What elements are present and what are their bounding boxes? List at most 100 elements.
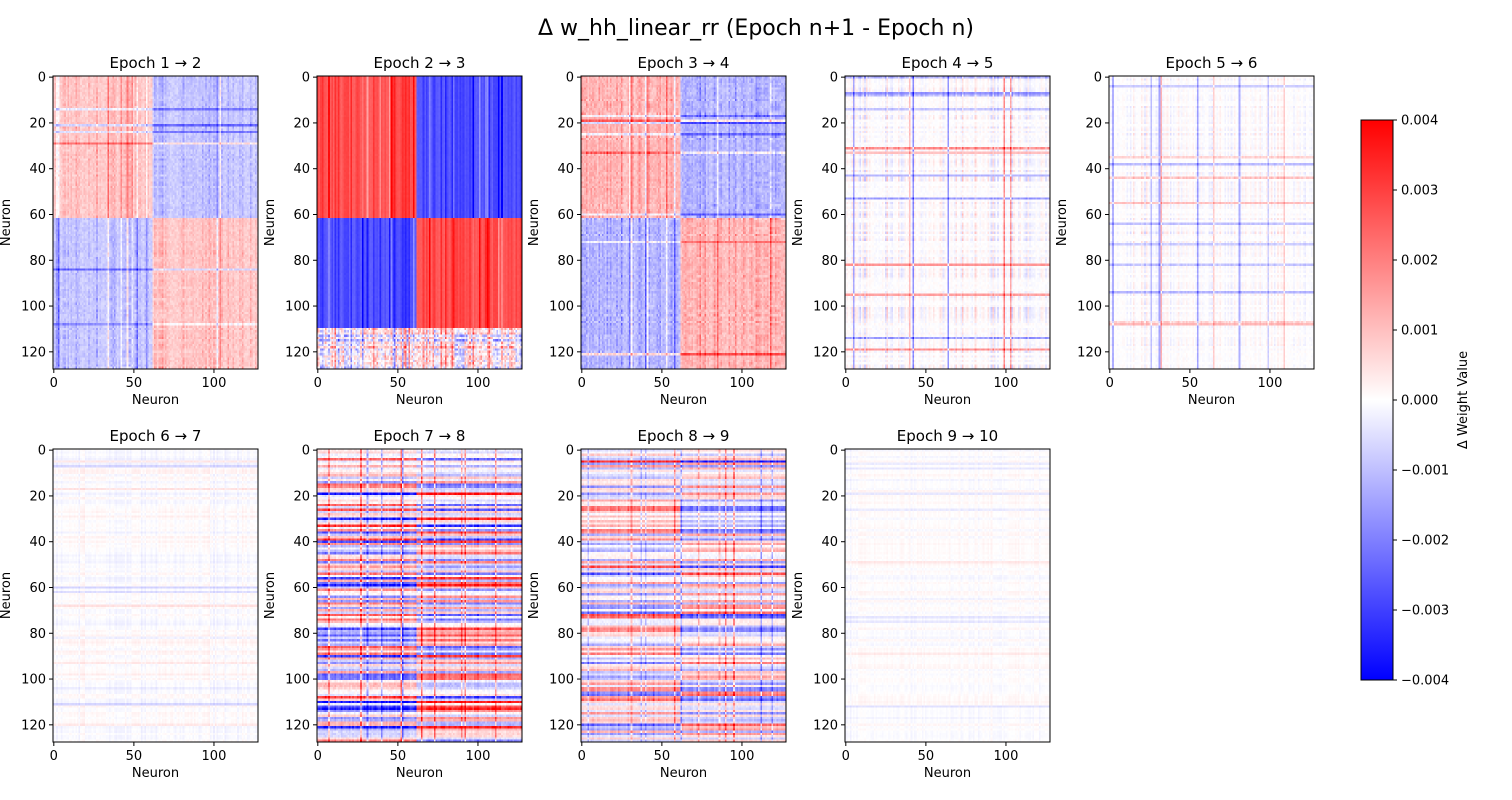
heatmap-panel: Epoch 6 → 7 0 50 100 0 20 40 60 80 100 120 Neuron Ne…	[0, 427, 259, 781]
y-tick-label: 80	[1085, 254, 1102, 269]
y-tick-label: 60	[821, 208, 838, 223]
heatmap-panel: Epoch 8 → 9 0 50 100 0 20 40 60 80 100 120 Neuron Ne…	[527, 427, 787, 781]
x-tick-label: 100	[202, 749, 227, 764]
y-tick-label: 100	[813, 300, 838, 315]
heatmap-panels: Epoch 1 → 2 0 50 100 0 20 40 60 80 100 120 Neuron Ne…	[0, 54, 1315, 781]
y-tick-label: 60	[29, 581, 46, 596]
y-tick-label: 100	[813, 673, 838, 688]
x-tick-label: 50	[918, 749, 935, 764]
axes-frame	[52, 448, 259, 743]
y-tick-label: 80	[557, 627, 574, 642]
x-tick-label: 0	[842, 376, 850, 391]
x-tick-label: 0	[578, 376, 586, 391]
y-tick-label: 40	[293, 162, 310, 177]
y-tick-label: 80	[293, 627, 310, 642]
y-tick-label: 80	[821, 627, 838, 642]
y-tick-label: 0	[830, 444, 838, 459]
y-axis-label: Neuron	[0, 572, 14, 619]
heatmap-image	[53, 76, 258, 369]
colorbar-tick-label: −0.003	[1401, 604, 1449, 619]
axes-frame	[844, 75, 1051, 370]
colorbar-label: Δ Weight Value	[1456, 351, 1471, 449]
y-tick-label: 60	[293, 208, 310, 223]
x-tick-label: 50	[126, 376, 143, 391]
panel-title: Epoch 3 → 4	[638, 54, 730, 72]
panel-title: Epoch 2 → 3	[374, 54, 466, 72]
axes-frame	[580, 75, 787, 370]
y-tick-label: 20	[821, 489, 838, 504]
y-tick-label: 120	[285, 345, 310, 360]
y-tick-label: 40	[821, 162, 838, 177]
heatmap-image	[317, 76, 522, 369]
y-tick-label: 60	[1085, 208, 1102, 223]
colorbar-tick-label: 0.001	[1401, 324, 1438, 339]
colorbar-tick-label: 0.004	[1401, 114, 1438, 129]
x-tick-label: 100	[1258, 376, 1283, 391]
x-axis-label: Neuron	[660, 393, 707, 408]
y-tick-label: 0	[830, 71, 838, 86]
panel-title: Epoch 8 → 9	[638, 427, 730, 445]
y-tick-label: 80	[293, 254, 310, 269]
y-tick-label: 20	[293, 489, 310, 504]
panel-title: Epoch 1 → 2	[110, 54, 202, 72]
x-tick-label: 50	[654, 749, 671, 764]
x-tick-label: 100	[994, 376, 1019, 391]
x-tick-label: 0	[50, 749, 58, 764]
x-axis-label: Neuron	[396, 393, 443, 408]
y-axis-label: Neuron	[263, 199, 278, 246]
x-tick-label: 0	[842, 749, 850, 764]
heatmap-image	[53, 449, 258, 742]
heatmap-panel: Epoch 4 → 5 0 50 100 0 20 40 60 80 100 120 Neuron Ne…	[791, 54, 1051, 408]
colorbar-tick-label: −0.004	[1401, 674, 1449, 689]
y-tick-label: 100	[21, 300, 46, 315]
heatmap-image	[581, 449, 786, 742]
y-tick-label: 80	[557, 254, 574, 269]
heatmap-panel: Epoch 9 → 10 0 50 100 0 20 40 60 80 100 120 Neuron N…	[791, 427, 1051, 781]
colorbar-tick-label: 0.003	[1401, 184, 1438, 199]
y-tick-label: 40	[557, 535, 574, 550]
colorbar-tick-label: 0.000	[1401, 394, 1438, 409]
axes-frame	[844, 448, 1051, 743]
y-tick-label: 20	[1085, 116, 1102, 131]
y-tick-label: 20	[557, 489, 574, 504]
y-tick-label: 20	[29, 489, 46, 504]
y-tick-label: 60	[821, 581, 838, 596]
x-tick-label: 100	[202, 376, 227, 391]
y-tick-label: 120	[21, 718, 46, 733]
x-tick-label: 100	[466, 749, 491, 764]
axes-frame	[1108, 75, 1315, 370]
x-tick-label: 0	[50, 376, 58, 391]
y-tick-label: 20	[293, 116, 310, 131]
x-tick-label: 0	[1106, 376, 1114, 391]
colorbar-ticks: 0.004 0.003 0.002 0.001 0.000 −0.001 −0.002 −0.…	[1393, 114, 1449, 689]
y-tick-label: 40	[1085, 162, 1102, 177]
y-tick-label: 0	[1094, 71, 1102, 86]
y-tick-label: 40	[821, 535, 838, 550]
axes-frame	[316, 448, 523, 743]
y-axis-label: Neuron	[527, 572, 542, 619]
x-axis-label: Neuron	[924, 766, 971, 781]
panel-title: Epoch 9 → 10	[897, 427, 998, 445]
x-tick-label: 0	[578, 749, 586, 764]
y-axis-label: Neuron	[1055, 199, 1070, 246]
y-axis-label: Neuron	[527, 199, 542, 246]
y-tick-label: 20	[29, 116, 46, 131]
x-axis-label: Neuron	[1188, 393, 1235, 408]
heatmap-image	[845, 449, 1050, 742]
y-tick-label: 120	[21, 345, 46, 360]
y-tick-label: 80	[29, 627, 46, 642]
y-tick-label: 120	[813, 718, 838, 733]
y-tick-label: 100	[1077, 300, 1102, 315]
x-tick-label: 100	[466, 376, 491, 391]
x-tick-label: 50	[390, 376, 407, 391]
y-tick-label: 120	[549, 345, 574, 360]
y-tick-label: 60	[293, 581, 310, 596]
y-tick-label: 100	[549, 673, 574, 688]
heatmap-image	[317, 449, 522, 742]
y-tick-label: 20	[821, 116, 838, 131]
axes-frame	[580, 448, 787, 743]
x-tick-label: 0	[314, 749, 322, 764]
x-tick-label: 100	[994, 749, 1019, 764]
